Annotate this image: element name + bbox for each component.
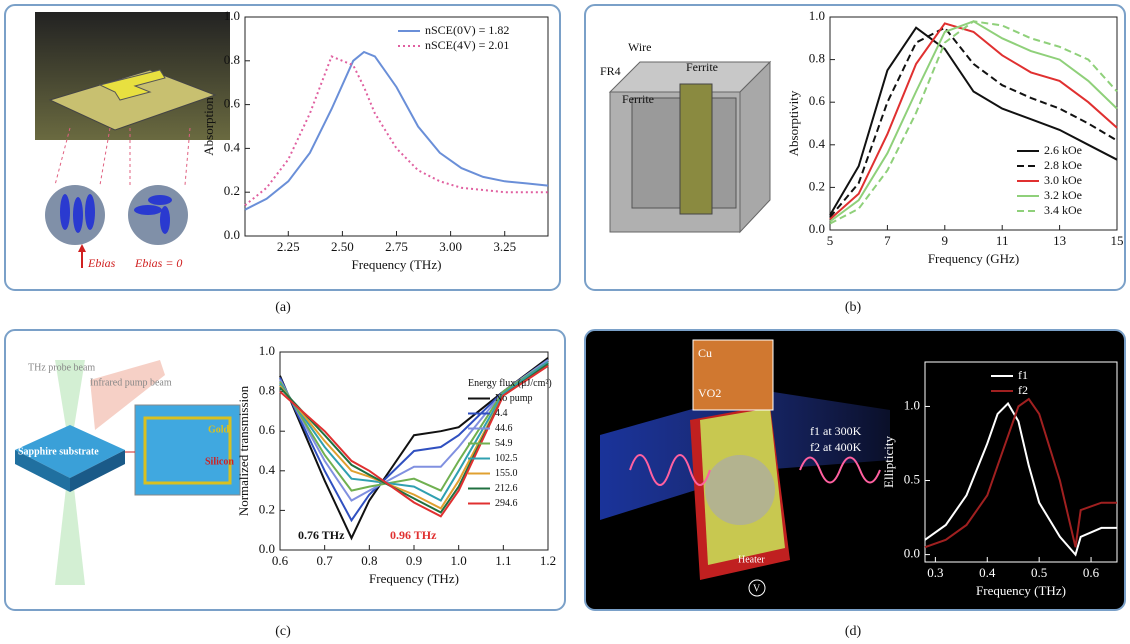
y-tick-label: 0.4 — [809, 136, 826, 151]
y-tick-label: 0.0 — [224, 227, 240, 242]
x-tick-label: 5 — [827, 233, 834, 248]
x-tick-label: 2.50 — [331, 239, 354, 254]
legend-label: 212.6 — [495, 483, 518, 494]
y-tick-label: 1.0 — [259, 343, 275, 358]
y-tick-label: 0.6 — [224, 96, 241, 111]
annotation: Ferrite — [686, 60, 718, 74]
annotation: THz probe beam — [28, 362, 95, 373]
illustration-b — [610, 62, 770, 232]
y-tick-label: 0.4 — [224, 139, 241, 154]
x-tick-label: 1.0 — [451, 553, 467, 568]
y-tick-label: 0.2 — [224, 183, 240, 198]
annotation: 0.76 THz — [298, 528, 345, 542]
legend-label: 54.9 — [495, 438, 513, 449]
x-tick-label: 2.75 — [385, 239, 408, 254]
y-tick-label: 0.5 — [904, 472, 920, 487]
x-tick-label: 3.00 — [439, 239, 462, 254]
annotation: Silicon — [205, 456, 234, 467]
annotation: 0.96 THz — [390, 528, 437, 542]
y-tick-label: 0.0 — [904, 546, 920, 561]
legend-label: 3.4 kOe — [1044, 203, 1082, 217]
legend-label: 2.8 kOe — [1044, 158, 1082, 172]
x-tick-label: 1.1 — [495, 553, 511, 568]
y-tick-label: 0.6 — [809, 93, 826, 108]
y-tick-label: 0.4 — [259, 462, 276, 477]
x-tick-label: 0.6 — [1083, 565, 1100, 580]
legend-label: 4.4 — [495, 408, 508, 419]
annotation: Cu — [698, 346, 712, 360]
legend-label: nSCE(0V) = 1.82 — [425, 23, 509, 37]
panel-label: (d) — [845, 624, 862, 639]
legend-label: f2 — [1018, 383, 1028, 397]
y-axis-label: Absorption — [201, 97, 216, 156]
legend-label: 102.5 — [495, 453, 518, 464]
legend-label: 3.0 kOe — [1044, 173, 1082, 187]
annotation: Ferrite — [622, 92, 654, 106]
x-tick-label: 7 — [884, 233, 891, 248]
legend-label: 3.2 kOe — [1044, 188, 1082, 202]
y-axis-label: Ellipticity — [881, 436, 896, 488]
x-tick-label: 0.7 — [317, 553, 334, 568]
annotation: Gold — [208, 424, 230, 435]
legend-label: f1 — [1018, 368, 1028, 382]
series-line — [245, 56, 548, 205]
y-tick-label: 0.0 — [259, 541, 275, 556]
x-tick-label: 15 — [1111, 233, 1124, 248]
illustration-c — [15, 360, 240, 585]
panel-label: (b) — [845, 300, 862, 315]
annotation: V — [753, 583, 761, 594]
legend-label: 2.6 kOe — [1044, 143, 1082, 157]
chart: 2.25 2.50 2.75 3.00 3.25 0.0 0.2 0.4 0.6 0.8 1.0 Fr… — [201, 8, 548, 272]
legend-label: 155.0 — [495, 468, 518, 479]
panel-label: (a) — [275, 300, 291, 315]
annotation: Wire — [628, 40, 652, 54]
x-axis-label: Frequency (THz) — [976, 583, 1066, 598]
annotation: Ebias = 0 — [134, 256, 182, 270]
x-tick-label: 0.8 — [361, 553, 377, 568]
y-tick-label: 0.2 — [259, 501, 275, 516]
x-axis-label: Frequency (THz) — [352, 257, 442, 272]
y-tick-label: 1.0 — [809, 8, 825, 23]
annotation: VO2 — [698, 386, 721, 400]
panel-label: (c) — [275, 624, 291, 639]
x-tick-label: 0.3 — [927, 565, 943, 580]
annotation: f1 at 300K — [810, 424, 862, 438]
y-axis-label: Absorptivity — [786, 90, 801, 156]
x-axis-label: Frequency (GHz) — [928, 251, 1019, 266]
y-tick-label: 0.2 — [809, 178, 825, 193]
x-tick-label: 0.9 — [406, 553, 422, 568]
chart: 5 7 9 11 13 15 0.0 0.2 0.4 0.6 0.8 1.0 Frequency (GH… — [786, 8, 1124, 266]
annotation: Heater — [738, 554, 765, 565]
x-tick-label: 11 — [996, 233, 1009, 248]
y-tick-label: 0.0 — [809, 221, 825, 236]
legend-label: 44.6 — [495, 423, 513, 434]
y-tick-label: 1.0 — [224, 8, 240, 23]
y-axis-label: Normalized transmission — [236, 385, 251, 516]
legend-title: Energy flux (μJ/cm²) — [468, 378, 552, 389]
annotation: Ebias — [87, 256, 116, 270]
y-tick-label: 1.0 — [904, 397, 920, 412]
x-tick-label: 0.4 — [979, 565, 996, 580]
y-tick-label: 0.8 — [259, 383, 275, 398]
annotation: Infrared pump beam — [90, 377, 172, 388]
legend-label: No pump — [495, 393, 533, 404]
x-tick-label: 0.5 — [1031, 565, 1047, 580]
annotation: Sapphire substrate — [18, 446, 99, 457]
x-tick-label: 13 — [1053, 233, 1066, 248]
legend-label: nSCE(4V) = 2.01 — [425, 38, 509, 52]
series-line — [245, 52, 548, 210]
x-tick-label: 2.25 — [277, 239, 300, 254]
y-tick-label: 0.8 — [809, 51, 825, 66]
x-axis-label: Frequency (THz) — [369, 571, 459, 586]
annotation: FR4 — [600, 64, 621, 78]
figure: Ebias Ebias = 0 Wire FR4 Ferrite Ferrite… — [0, 0, 1130, 644]
x-tick-label: 1.2 — [540, 553, 556, 568]
legend-label: 294.6 — [495, 498, 518, 509]
y-tick-label: 0.6 — [259, 422, 276, 437]
annotation: f2 at 400K — [810, 440, 862, 454]
y-tick-label: 0.8 — [224, 52, 240, 67]
x-tick-label: 3.25 — [493, 239, 516, 254]
x-tick-label: 9 — [942, 233, 949, 248]
